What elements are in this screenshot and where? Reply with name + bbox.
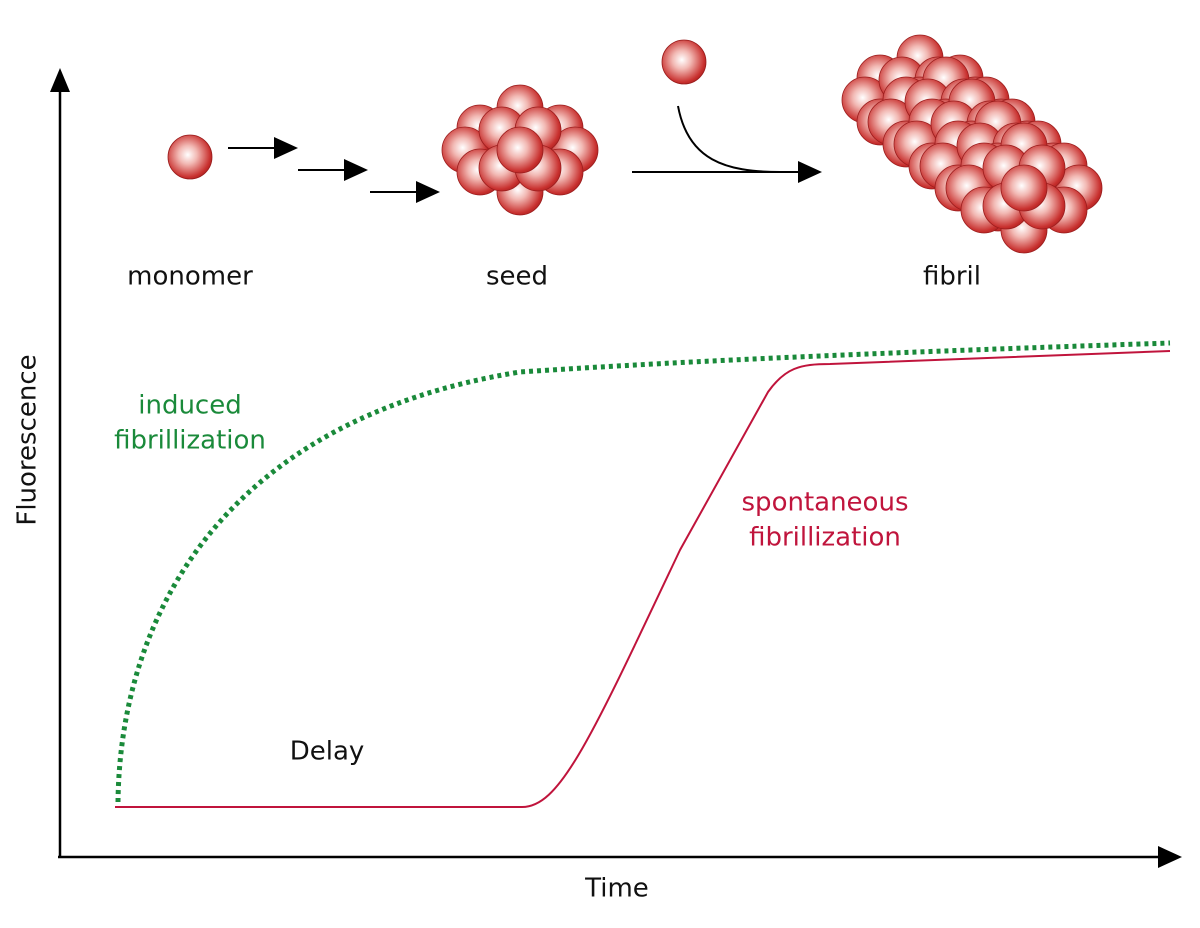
spontaneous-curve (115, 350, 1171, 808)
y-axis-arrow (50, 68, 70, 92)
x-axis-label: Time (584, 874, 649, 904)
stage-label: fibril (923, 262, 981, 292)
curve-label: spontaneous (742, 488, 909, 518)
sphere (496, 126, 544, 174)
stage-label: monomer (127, 262, 253, 292)
sphere (167, 134, 213, 180)
curve-label: induced (138, 391, 241, 421)
join-curve (677, 105, 781, 173)
sphere (1000, 164, 1048, 212)
arrow-head (274, 137, 298, 159)
curve-label: fibrillization (114, 426, 266, 456)
x-axis-arrow (1158, 846, 1182, 868)
sphere (661, 39, 707, 85)
arrow-head (416, 181, 440, 203)
curve-label: fibrillization (749, 523, 901, 553)
y-axis-label: Fluorescence (13, 354, 43, 525)
arrows (228, 105, 822, 203)
induced-curve (115, 340, 1171, 803)
arrow-head (344, 159, 368, 181)
stage-label: seed (486, 262, 548, 292)
spheres (167, 34, 1103, 254)
annotation: Delay (290, 737, 365, 767)
arrow-head (798, 161, 822, 183)
